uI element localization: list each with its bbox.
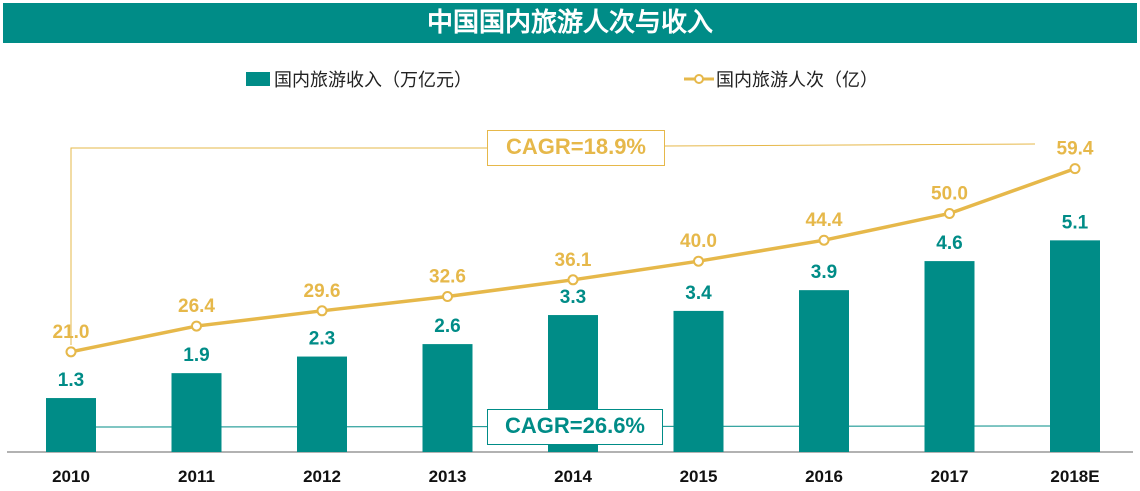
bar-label-2017: 4.6 <box>936 233 962 254</box>
x-tick-2011: 2011 <box>178 467 215 486</box>
bar-2016 <box>799 290 849 452</box>
line-label-2016: 44.4 <box>806 210 843 231</box>
cagr-visits-label: CAGR=18.9% <box>487 130 665 166</box>
bar-label-2011: 1.9 <box>183 345 209 366</box>
bar-2013 <box>422 344 473 452</box>
bar-label-2010: 1.3 <box>58 370 84 391</box>
cagr-visits-connector <box>70 147 487 345</box>
line-point-2010 <box>65 346 77 358</box>
x-tick-2013: 2013 <box>429 467 467 486</box>
x-tick-2010: 2010 <box>52 467 90 486</box>
chart-title: 中国国内旅游人次与收入 <box>3 3 1137 43</box>
bar-2010 <box>46 398 96 452</box>
line-label-2014: 36.1 <box>555 250 592 271</box>
x-tick-2017: 2017 <box>931 467 969 486</box>
line-point-2016 <box>818 234 830 246</box>
line-point-2015 <box>693 255 704 267</box>
bar-2011 <box>171 373 222 452</box>
bar-2018E <box>1050 240 1100 452</box>
bar-label-2012: 2.3 <box>309 329 335 350</box>
line-marker-swatch-icon <box>684 74 714 84</box>
bar-2017 <box>924 261 975 452</box>
bar-label-2013: 2.6 <box>434 316 460 337</box>
legend-label-revenue: 国内旅游收入（万亿元） <box>274 70 472 91</box>
cagr-revenue-label: CAGR=26.6% <box>487 409 663 445</box>
line-label-2015: 40.0 <box>680 231 717 252</box>
line-label-2018E: 59.4 <box>1057 139 1094 160</box>
x-tick-2016: 2016 <box>805 467 843 486</box>
line-point-2011 <box>191 320 202 332</box>
line-point-2018E <box>1069 163 1081 175</box>
line-label-2012: 29.6 <box>304 281 341 302</box>
line-label-2013: 32.6 <box>429 266 466 287</box>
legend-item-revenue: 国内旅游收入（万亿元） <box>246 66 472 92</box>
line-point-2013 <box>442 290 453 302</box>
bar-label-2014: 3.3 <box>560 287 586 308</box>
x-tick-2015: 2015 <box>680 467 718 486</box>
bar-label-2015: 3.4 <box>685 283 712 304</box>
bar-2015 <box>673 310 724 452</box>
x-tick-2012: 2012 <box>303 467 341 486</box>
line-label-2011: 26.4 <box>178 296 215 317</box>
legend-label-visits: 国内旅游人次（亿） <box>716 70 878 91</box>
x-tick-2014: 2014 <box>554 467 592 486</box>
bar-label-2016: 3.9 <box>811 262 837 283</box>
line-point-2012 <box>316 305 328 317</box>
bar-swatch-icon <box>246 72 270 86</box>
line-point-2017 <box>944 208 955 219</box>
line-label-2017: 50.0 <box>931 184 968 205</box>
cagr-visits-connector-right <box>664 143 1036 147</box>
bar-label-2018E: 5.1 <box>1062 212 1089 233</box>
line-label-2010: 21.0 <box>53 322 90 343</box>
bar-2012 <box>297 356 347 452</box>
line-point-2014 <box>567 274 579 286</box>
legend-item-visits: 国内旅游人次（亿） <box>684 66 878 92</box>
x-tick-2018E: 2018E <box>1050 467 1099 486</box>
